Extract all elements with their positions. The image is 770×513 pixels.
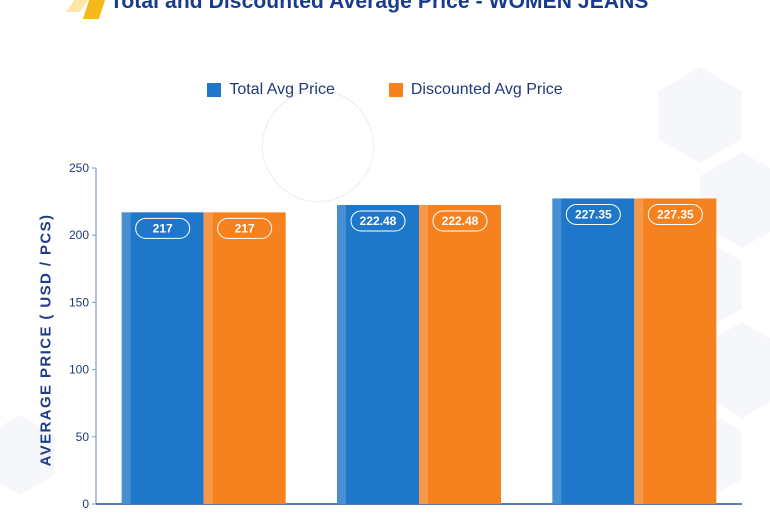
bar-discounted: [634, 198, 717, 505]
title-bar: Total and Discounted Average Price - WOM…: [0, 0, 770, 24]
data-label-pill: [217, 217, 273, 239]
bar-highlight: [552, 198, 562, 505]
background-hexagon: [700, 322, 770, 418]
y-tick-label: 0: [82, 497, 89, 511]
bar-highlight: [203, 212, 213, 505]
background-hexagon: [0, 415, 55, 495]
bar-highlight: [121, 212, 131, 505]
background-hexagon: [658, 67, 742, 163]
watermark-logo: [262, 90, 374, 202]
y-tick-label: 150: [69, 295, 89, 309]
y-tick-label: 250: [69, 161, 89, 175]
y-axis-title: AVERAGE PRICE ( USD / PCS): [37, 213, 55, 467]
data-label-pill: [135, 217, 191, 239]
legend-swatch-total: [207, 83, 222, 97]
legend-item-discounted-avg-price[interactable]: Discounted Avg Price: [388, 81, 563, 99]
data-label: 227.35: [575, 207, 612, 221]
y-tick-label: 50: [76, 430, 90, 444]
legend-label-discounted: Discounted Avg Price: [410, 81, 563, 98]
bar-highlight: [419, 204, 428, 504]
data-label: 222.48: [360, 214, 397, 228]
bar-total: [552, 198, 635, 505]
bar-discounted: [419, 204, 501, 504]
bar-total: [121, 212, 204, 505]
y-tick-label: 100: [69, 363, 89, 377]
bar-highlight: [634, 198, 644, 505]
data-label: 217: [153, 221, 173, 235]
bar-total: [337, 204, 419, 504]
chart-title: Total and Discounted Average Price - WOM…: [110, 0, 649, 13]
bar-highlight: [337, 204, 346, 504]
legend-item-total-avg-price[interactable]: Total Avg Price: [207, 81, 335, 99]
data-label-pill: [350, 210, 406, 232]
bar-discounted: [203, 212, 286, 505]
data-label: 227.35: [657, 207, 694, 221]
background-hexagon: [700, 152, 770, 248]
data-label: 217: [235, 221, 255, 235]
data-label-pill: [647, 203, 703, 225]
legend-label-total: Total Avg Price: [229, 81, 335, 98]
legend-swatch-discounted: [388, 83, 403, 97]
data-label-pill: [432, 210, 488, 232]
data-label: 222.48: [442, 214, 479, 228]
chart-legend: Total Avg Price Discounted Avg Price: [0, 78, 770, 102]
data-label-pill: [565, 203, 621, 225]
y-tick-label: 200: [69, 228, 89, 242]
